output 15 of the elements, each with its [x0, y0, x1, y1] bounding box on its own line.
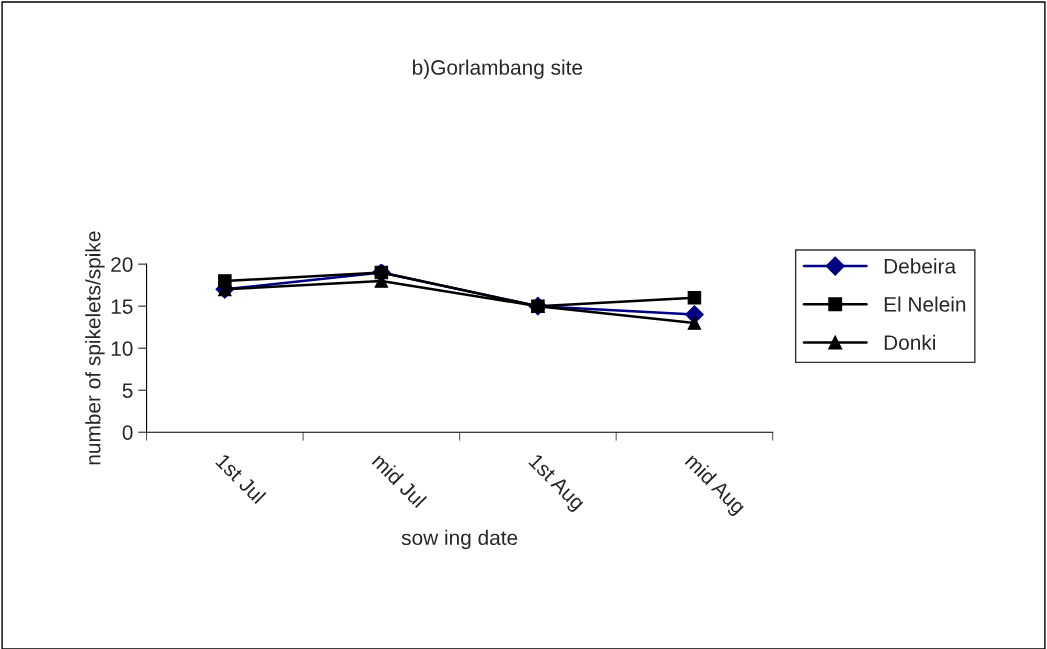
legend-label: Donki	[884, 334, 935, 350]
y-tick-label: 10	[111, 341, 133, 356]
y-tick-label: 5	[122, 383, 133, 398]
y-tick-label: 0	[122, 425, 133, 440]
y-axis-title: number of spikelets/spike	[85, 231, 105, 465]
x-tick-label: 1st Aug	[525, 453, 586, 514]
legend-label: El Nelein	[884, 296, 966, 312]
y-tick-label: 15	[111, 299, 133, 314]
legend-label: Debeira	[884, 258, 957, 274]
x-tick-label: mid Aug	[681, 452, 747, 518]
x-axis-title: sow ing date	[401, 529, 518, 550]
x-tick-label: 1st Jul	[215, 452, 267, 505]
y-tick-label: 20	[111, 257, 133, 272]
x-tick-label: mid Jul	[371, 452, 428, 509]
chart-title: b)Gorlambang site	[412, 59, 583, 79]
